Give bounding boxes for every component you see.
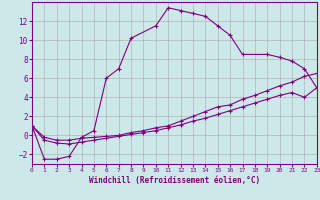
X-axis label: Windchill (Refroidissement éolien,°C): Windchill (Refroidissement éolien,°C): [89, 176, 260, 185]
